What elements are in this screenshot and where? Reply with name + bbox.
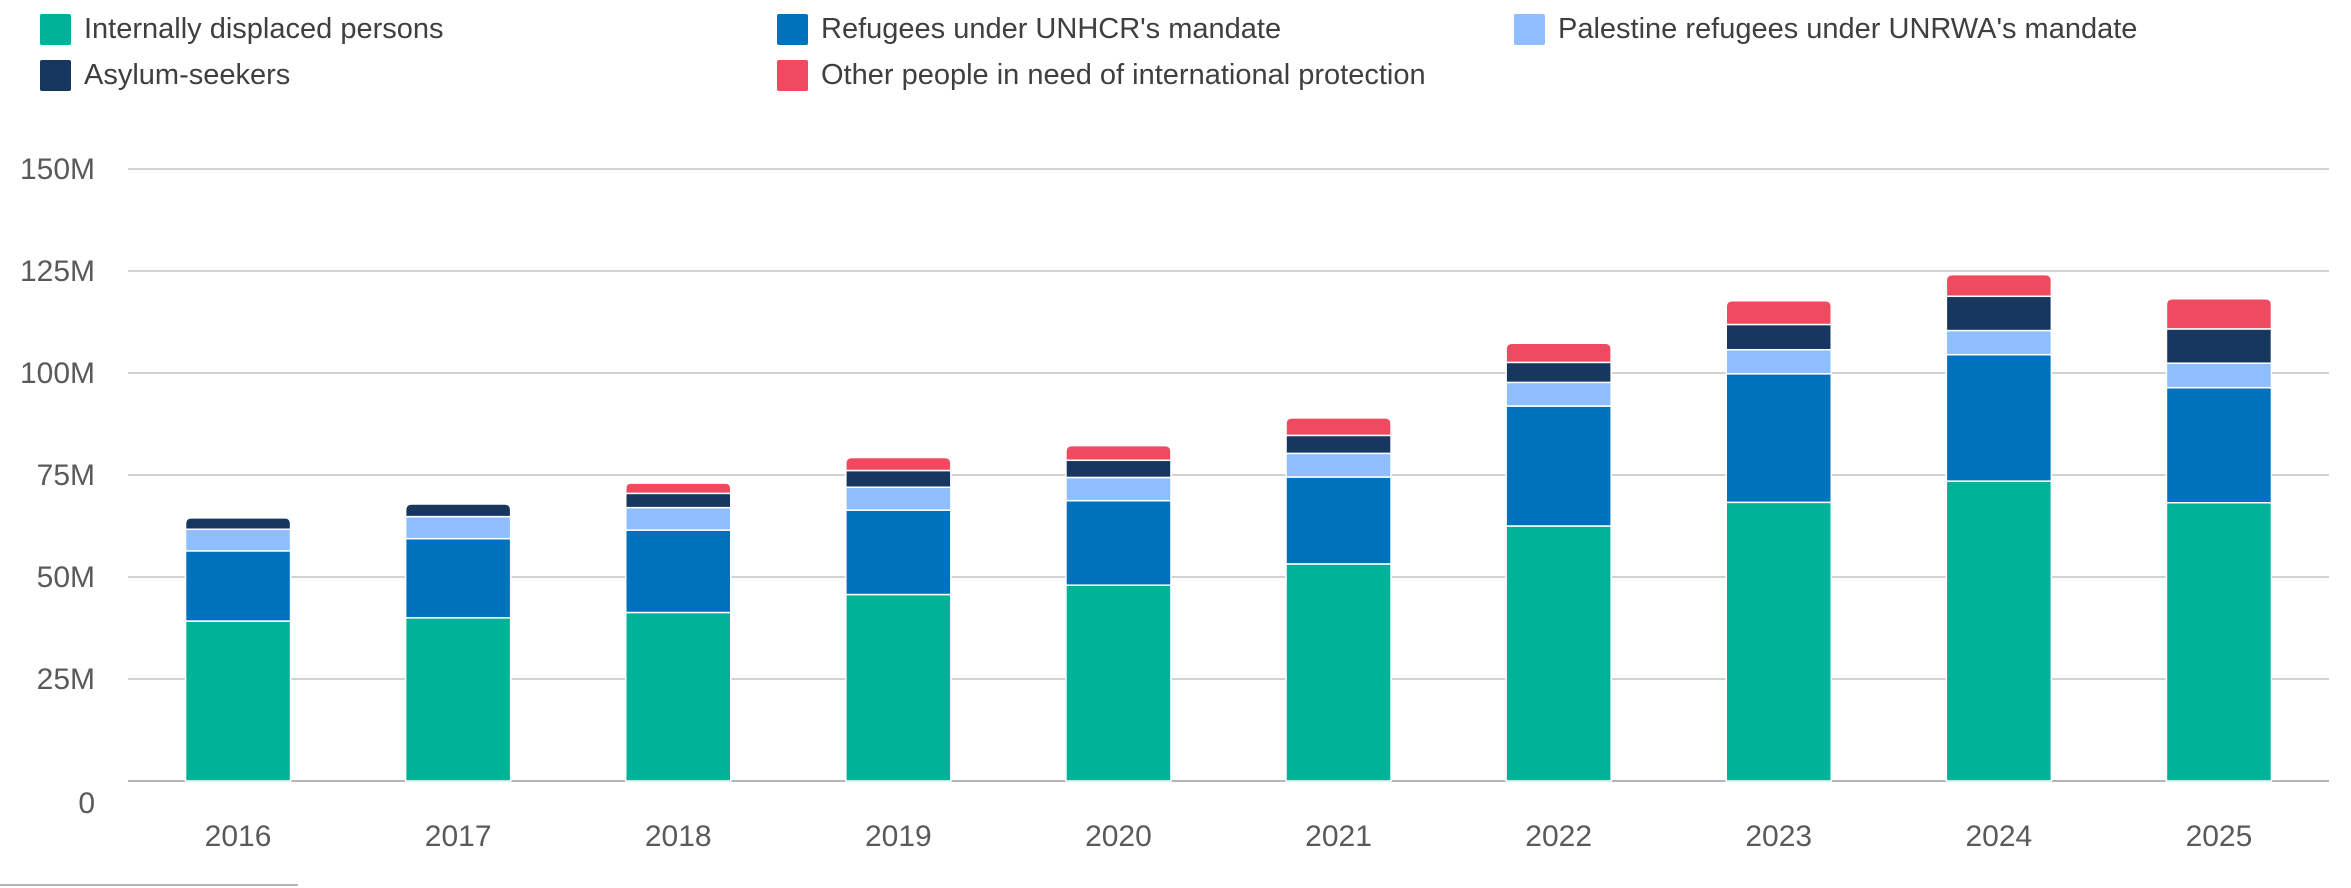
legend-swatch-asylum-seekers [40,59,71,91]
bar-2017-asylum-seekers[interactable] [404,503,512,518]
bar-2024-asylum-seekers[interactable] [1945,295,2053,332]
legend-label-internally-displaced: Internally displaced persons [84,12,444,45]
bar-2021-internally-displaced-persons[interactable] [1285,563,1392,782]
legend-item-palestine-refugees[interactable]: Palestine refugees under UNRWA's mandate [1514,9,2137,49]
x-tick-label-2016: 2016 [205,820,272,853]
bar-2024-internally-displaced-persons[interactable] [1945,480,2053,782]
x-tick-label-2022: 2022 [1525,820,1592,853]
bar-2024-palestine-refugees-under-unrwa-s-mandate[interactable] [1945,329,2053,356]
legend-label-palestine-refugees: Palestine refugees under UNRWA's mandate [1558,12,2138,45]
y-tick-label: 0 [78,787,95,820]
bar-2025-palestine-refugees-under-unrwa-s-mandate[interactable] [2165,362,2273,389]
y-tick-label: 125M [20,255,95,288]
bar-2025-internally-displaced-persons[interactable] [2165,501,2273,782]
bar-2021-palestine-refugees-under-unrwa-s-mandate[interactable] [1285,452,1392,478]
bar-2022-asylum-seekers[interactable] [1505,361,1612,384]
bar-2019-palestine-refugees-under-unrwa-s-mandate[interactable] [845,486,952,511]
legend-label-refugees-unhcr: Refugees under UNHCR's mandate [821,12,1282,45]
legend-swatch-refugees-unhcr [777,13,808,45]
x-tick-label-2020: 2020 [1085,820,1152,853]
bar-2022-internally-displaced-persons[interactable] [1505,525,1612,782]
legend-swatch-internally-displaced [40,13,71,45]
bar-2018-palestine-refugees-under-unrwa-s-mandate[interactable] [625,506,732,531]
bar-2017-palestine-refugees-under-unrwa-s-mandate[interactable] [404,515,512,540]
bar-2016-asylum-seekers[interactable] [184,517,292,531]
x-tick-label-2017: 2017 [425,820,492,853]
y-tick-label: 50M [37,561,95,594]
bar-2021-asylum-seekers[interactable] [1285,434,1392,455]
bar-2024-other-people-in-need-of-international-protection[interactable] [1945,273,2053,298]
x-tick-label-2018: 2018 [645,820,712,853]
bar-2019-refugees-under-unhcr-s-mandate[interactable] [845,509,952,596]
x-axis-tick-labels: 2016 2017 2018 2019 2020 2021 2022 2023 2024 2025 [205,820,2253,853]
bar-2022-other-people-in-need-of-international-protection[interactable] [1505,342,1612,364]
bar-2020-asylum-seekers[interactable] [1065,459,1172,479]
y-axis-tick-labels: 0 25M 50M 75M 100M 125M 150M [20,153,95,820]
legend-item-other-people[interactable]: Other people in need of international pr… [777,55,1426,95]
bar-2021-refugees-under-unhcr-s-mandate[interactable] [1285,476,1392,565]
bar-2020-refugees-under-unhcr-s-mandate[interactable] [1065,499,1172,586]
bar-2023-palestine-refugees-under-unrwa-s-mandate[interactable] [1725,348,1832,375]
x-tick-label-2024: 2024 [1965,820,2032,853]
y-tick-label: 25M [37,663,95,696]
bar-2018-refugees-under-unhcr-s-mandate[interactable] [625,529,732,614]
x-tick-label-2021: 2021 [1305,820,1372,853]
bar-2023-other-people-in-need-of-international-protection[interactable] [1725,300,1832,326]
bar-2022-refugees-under-unhcr-s-mandate[interactable] [1505,405,1612,527]
x-tick-label-2025: 2025 [2186,820,2253,853]
bar-2016-refugees-under-unhcr-s-mandate[interactable] [184,550,292,622]
bar-2018-internally-displaced-persons[interactable] [625,611,732,782]
bar-2019-other-people-in-need-of-international-protection[interactable] [845,456,952,472]
bar-2023-internally-displaced-persons[interactable] [1725,501,1832,782]
bar-2023-asylum-seekers[interactable] [1725,323,1832,351]
legend-item-internally-displaced[interactable]: Internally displaced persons [40,9,443,49]
x-tick-label-2019: 2019 [865,820,932,853]
legend-swatch-palestine-refugees [1514,13,1545,45]
bars [184,273,2273,782]
legend-label-asylum-seekers: Asylum-seekers [84,58,291,91]
y-tick-label: 150M [20,153,95,186]
x-tick-label-2023: 2023 [1745,820,1812,853]
bar-2020-internally-displaced-persons[interactable] [1065,584,1172,782]
y-tick-label: 75M [37,459,95,492]
bar-2021-other-people-in-need-of-international-protection[interactable] [1285,417,1392,437]
bar-2025-asylum-seekers[interactable] [2165,328,2273,364]
bar-2022-palestine-refugees-under-unrwa-s-mandate[interactable] [1505,381,1612,407]
bar-2025-other-people-in-need-of-international-protection[interactable] [2165,297,2273,330]
bar-2020-palestine-refugees-under-unrwa-s-mandate[interactable] [1065,476,1172,502]
bar-2020-other-people-in-need-of-international-protection[interactable] [1065,444,1172,462]
bottom-divider [0,884,298,886]
bar-2023-refugees-under-unhcr-s-mandate[interactable] [1725,373,1832,504]
bar-2018-asylum-seekers[interactable] [625,492,732,509]
bar-2017-internally-displaced-persons[interactable] [404,617,512,782]
bar-2016-internally-displaced-persons[interactable] [184,620,292,782]
bar-2017-refugees-under-unhcr-s-mandate[interactable] [404,537,512,619]
bar-2016-palestine-refugees-under-unrwa-s-mandate[interactable] [184,528,292,552]
y-tick-label: 100M [20,357,95,390]
legend-label-other-people: Other people in need of international pr… [821,58,1426,91]
bar-2019-internally-displaced-persons[interactable] [845,593,952,782]
bar-2024-refugees-under-unhcr-s-mandate[interactable] [1945,353,2053,482]
chart-legend: Internally displaced persons Refugees un… [0,0,2351,110]
bar-2025-refugees-under-unhcr-s-mandate[interactable] [2165,386,2273,504]
legend-item-refugees-unhcr[interactable]: Refugees under UNHCR's mandate [777,9,1281,49]
legend-item-asylum-seekers[interactable]: Asylum-seekers [40,55,290,95]
bar-2019-asylum-seekers[interactable] [845,469,952,488]
legend-swatch-other-people [777,59,808,91]
bar-2018-other-people-in-need-of-international-protection[interactable] [625,482,732,495]
